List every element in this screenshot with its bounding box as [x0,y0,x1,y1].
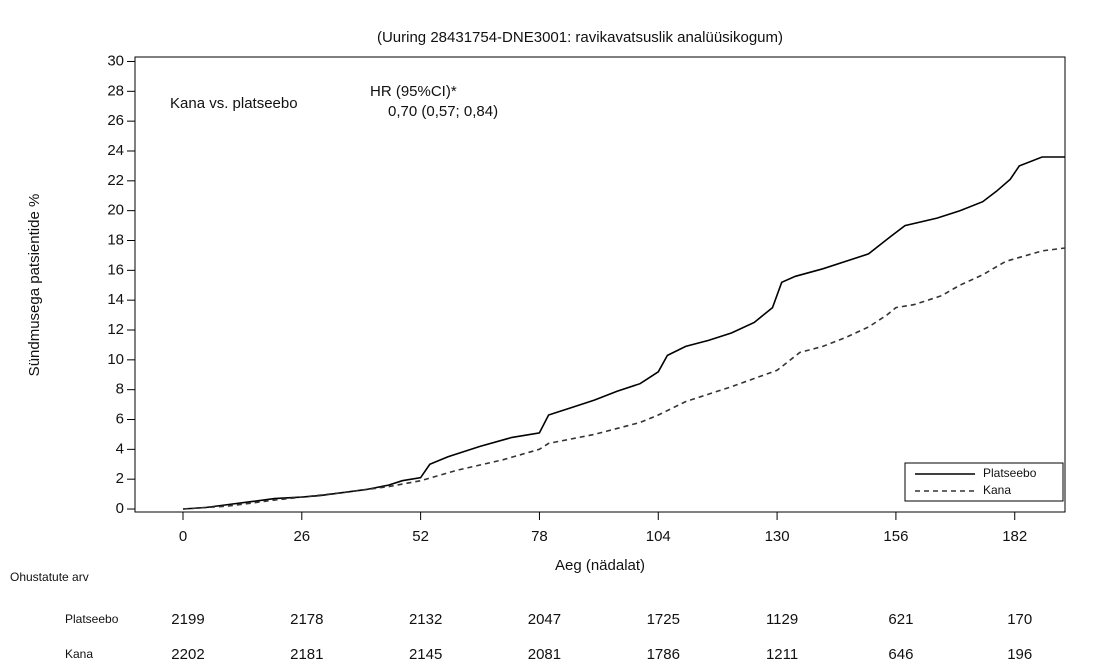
y-tick-label: 14 [107,291,124,308]
y-tick-label: 8 [116,381,124,398]
risk-count: 621 [888,611,913,628]
y-tick-label: 6 [116,410,124,427]
risk-count: 2178 [290,611,323,628]
annotation: 0,70 (0,57; 0,84) [388,103,498,120]
risk-count: 170 [1007,611,1032,628]
risk-table-title: Ohustatute arv [10,570,89,584]
y-tick-label: 18 [107,231,124,248]
y-tick-label: 16 [107,261,124,278]
y-axis-label: Sündmusega patsientide % [26,194,43,377]
legend-label: Kana [983,483,1011,497]
y-tick-label: 2 [116,470,124,487]
x-axis-label: Aeg (nädalat) [555,557,645,574]
chart-title: (Uuring 28431754-DNE3001: ravikavatsusli… [377,29,783,46]
y-tick-label: 26 [107,112,124,129]
y-tick-label: 20 [107,202,124,219]
risk-count: 2081 [528,646,561,663]
series-line [182,156,1065,510]
y-tick-label: 30 [107,52,124,69]
series-line [182,247,1066,510]
plot-frame [134,56,1066,513]
legend-box [904,462,1064,502]
risk-count: 2202 [171,646,204,663]
risk-count: 2047 [528,611,561,628]
y-tick-label: 12 [107,321,124,338]
x-tick-label: 156 [883,528,908,545]
x-tick-label: 104 [646,528,671,545]
risk-count: 2145 [409,646,442,663]
risk-count: 1786 [647,646,680,663]
x-tick-label: 78 [531,528,548,545]
risk-count: 2132 [409,611,442,628]
risk-count: 646 [888,646,913,663]
y-tick-label: 22 [107,172,124,189]
risk-row-name: Platseebo [65,612,119,626]
x-tick-label: 182 [1002,528,1027,545]
risk-count: 196 [1007,646,1032,663]
x-tick-label: 26 [293,528,310,545]
risk-count: 1725 [647,611,680,628]
annotation: HR (95%CI)* [370,83,457,100]
x-tick-label: 130 [765,528,790,545]
y-tick-label: 10 [107,351,124,368]
risk-count: 1211 [766,646,798,663]
y-tick-label: 28 [107,82,124,99]
legend-label: Platseebo [983,466,1037,480]
y-tick-label: 24 [107,142,124,159]
risk-row-name: Kana [65,647,93,661]
risk-count: 2199 [171,611,204,628]
risk-count: 1129 [766,611,798,628]
annotation: Kana vs. platseebo [170,95,298,112]
y-tick-label: 4 [116,440,124,457]
y-tick-label: 0 [116,500,124,517]
risk-count: 2181 [290,646,323,663]
x-tick-label: 52 [412,528,429,545]
x-tick-label: 0 [179,528,187,545]
